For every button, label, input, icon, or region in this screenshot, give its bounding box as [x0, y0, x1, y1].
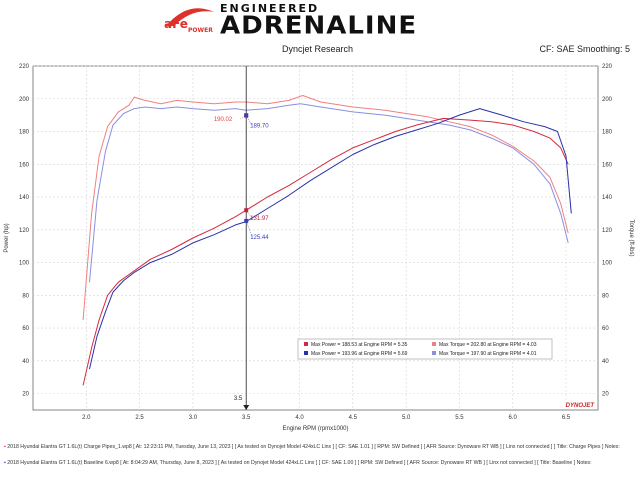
series-line-3	[82, 117, 569, 386]
cursor-leader	[245, 220, 253, 237]
y-tick-label-left: 180	[19, 130, 30, 136]
y-tick-label-left: 40	[22, 359, 29, 365]
x-tick-label: 2.0	[82, 415, 91, 421]
legend-box	[297, 338, 553, 360]
y-tick-label-left: 20	[22, 392, 29, 398]
x-tick-label: 3.0	[189, 415, 198, 421]
chart-header-right: CF: SAE Smoothing: 5	[539, 44, 630, 54]
y-tick-label-right: 140	[602, 195, 613, 201]
legend-entry: Max Power = 188.53 at Engine RPM = 5.35	[311, 342, 408, 348]
footer-run-2-marker: ▪	[4, 460, 6, 466]
brand-logo: aFe POWER ENGINEERED ADRENALINE	[160, 2, 480, 41]
y-tick-label-right: 60	[602, 326, 609, 332]
legend-swatch	[304, 351, 308, 355]
power-text: POWER	[188, 27, 213, 34]
x-tick-label: 6.0	[509, 415, 518, 421]
footer-run-2-text: 2018 Hyundai Elantra GT 1.6L(t) Baseline…	[7, 460, 592, 466]
y-tick-label-right: 120	[602, 228, 613, 234]
y-tick-label-left: 160	[19, 162, 30, 168]
x-tick-label: 5.5	[455, 415, 464, 421]
y-axis-label-left: Power (hp)	[4, 223, 10, 252]
footer-run-2: ▪ 2018 Hyundai Elantra GT 1.6L(t) Baseli…	[4, 460, 634, 467]
x-tick-label: 3.5	[242, 415, 251, 421]
series-line-2	[89, 103, 569, 283]
legend-swatch	[304, 342, 308, 346]
afe-text: aFe	[164, 17, 188, 31]
adrenaline-text: ADRENALINE	[220, 11, 418, 41]
y-tick-label-right: 220	[602, 64, 613, 70]
footer-run-1-marker: ▪	[4, 444, 6, 450]
y-tick-label-left: 120	[19, 228, 30, 234]
x-tick-label: 4.0	[295, 415, 304, 421]
y-tick-label-right: 40	[602, 359, 609, 365]
legend-swatch	[432, 342, 436, 346]
x-axis-label: Engine RPM (rpmx1000)	[282, 426, 348, 432]
legend-entry: Max Torque = 197.90 at Engine RPM = 4.01	[439, 351, 537, 357]
footer-run-1: ▪ 2018 Hyundai Elantra GT 1.6L(t) Charge…	[4, 444, 634, 451]
y-tick-label-left: 100	[19, 261, 30, 267]
y-tick-label-right: 80	[602, 293, 609, 299]
cursor-value: 125.44	[250, 235, 269, 241]
cursor-leader	[240, 114, 247, 120]
y-tick-label-left: 220	[19, 64, 30, 70]
legend-entry: Max Power = 193.96 at Engine RPM = 5.69	[311, 351, 408, 357]
x-tick-label: 6.5	[562, 415, 571, 421]
legend-entry: Max Torque = 202.80 at Engine RPM = 4.03	[439, 342, 537, 348]
cursor-arrow-icon	[243, 405, 250, 410]
dynojet-watermark: DYNOJET	[566, 403, 596, 409]
y-tick-label-right: 100	[602, 261, 613, 267]
y-tick-label-right: 20	[602, 392, 609, 398]
cursor-value: 190.02	[214, 117, 233, 123]
series-line-4	[89, 108, 572, 370]
y-axis-label-right: Torque (ft-lbs)	[628, 219, 634, 256]
cursor-value: 131.97	[250, 216, 269, 222]
x-tick-label: 4.5	[349, 415, 358, 421]
y-tick-label-right: 180	[602, 130, 613, 136]
series-line-1	[82, 95, 569, 320]
y-tick-label-left: 200	[19, 97, 30, 103]
cursor-leader	[246, 210, 253, 219]
engineered-text: ENGINEERED	[220, 2, 320, 15]
x-tick-label: 2.5	[135, 415, 144, 421]
chart-header-left: Dyncjet Research	[282, 44, 354, 54]
cursor-value: 189.70	[250, 124, 269, 130]
x-tick-label: 5.0	[402, 415, 411, 421]
legend-swatch	[432, 351, 436, 355]
y-tick-label-left: 60	[22, 326, 29, 332]
y-tick-label-left: 80	[22, 293, 29, 299]
y-tick-label-right: 160	[602, 162, 613, 168]
y-tick-label-left: 140	[19, 195, 30, 201]
footer-run-1-text: 2018 Hyundai Elantra GT 1.6L(t) Charge P…	[7, 444, 620, 450]
afe-logo-icon: aFe POWER	[164, 8, 214, 34]
y-tick-label-right: 200	[602, 97, 613, 103]
cursor-value-label: 3.5	[234, 396, 243, 402]
